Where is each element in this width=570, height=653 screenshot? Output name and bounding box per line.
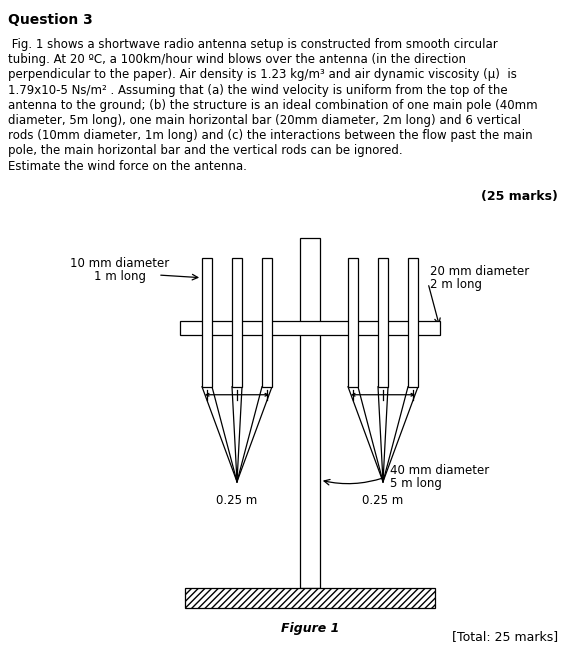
Text: diameter, 5m long), one main horizontal bar (20mm diameter, 2m long) and 6 verti: diameter, 5m long), one main horizontal … <box>8 114 521 127</box>
Bar <box>180 321 440 335</box>
Text: tubing. At 20 ºC, a 100km/hour wind blows over the antenna (in the direction: tubing. At 20 ºC, a 100km/hour wind blow… <box>8 53 466 66</box>
Bar <box>232 258 242 387</box>
Bar <box>408 258 418 387</box>
Text: 40 mm diameter: 40 mm diameter <box>390 464 489 477</box>
Bar <box>262 258 272 387</box>
Text: Fig. 1 shows a shortwave radio antenna setup is constructed from smooth circular: Fig. 1 shows a shortwave radio antenna s… <box>8 38 498 51</box>
Text: 1.79x10-5 Ns/m² . Assuming that (a) the wind velocity is uniform from the top of: 1.79x10-5 Ns/m² . Assuming that (a) the … <box>8 84 508 97</box>
Text: Question 3: Question 3 <box>8 13 93 27</box>
Text: Estimate the wind force on the antenna.: Estimate the wind force on the antenna. <box>8 159 247 172</box>
Text: (25 marks): (25 marks) <box>481 190 558 203</box>
Text: perpendicular to the paper). Air density is 1.23 kg/m³ and air dynamic viscosity: perpendicular to the paper). Air density… <box>8 69 517 82</box>
Text: 5 m long: 5 m long <box>390 477 442 490</box>
Bar <box>202 258 212 387</box>
Text: rods (10mm diameter, 1m long) and (c) the interactions between the flow past the: rods (10mm diameter, 1m long) and (c) th… <box>8 129 532 142</box>
Bar <box>300 238 320 588</box>
Text: 2 m long: 2 m long <box>430 278 482 291</box>
Bar <box>185 588 435 608</box>
Bar <box>378 258 388 387</box>
Text: 10 mm diameter: 10 mm diameter <box>70 257 170 270</box>
Text: 20 mm diameter: 20 mm diameter <box>430 265 530 278</box>
Text: antenna to the ground; (b) the structure is an ideal combination of one main pol: antenna to the ground; (b) the structure… <box>8 99 538 112</box>
Text: pole, the main horizontal bar and the vertical rods can be ignored.: pole, the main horizontal bar and the ve… <box>8 144 402 157</box>
Text: 1 m long: 1 m long <box>94 270 146 283</box>
Text: Figure 1: Figure 1 <box>281 622 339 635</box>
Bar <box>348 258 358 387</box>
Text: 0.25 m: 0.25 m <box>217 494 258 507</box>
Text: 0.25 m: 0.25 m <box>363 494 404 507</box>
Text: [Total: 25 marks]: [Total: 25 marks] <box>452 630 558 643</box>
